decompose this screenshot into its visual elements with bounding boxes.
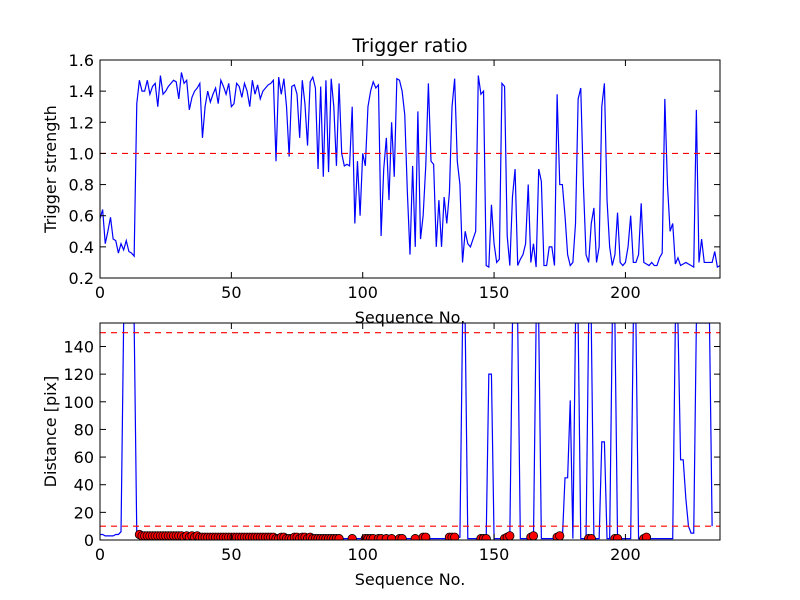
- x-axis-label: Sequence No.: [355, 570, 466, 589]
- y-tick-label: 0.4: [69, 238, 94, 257]
- axes-frame: [99, 59, 721, 279]
- x-tick-label: 0: [95, 283, 105, 302]
- data-marker: [347, 534, 357, 540]
- x-tick-label: 200: [610, 545, 641, 564]
- y-axis-label: Trigger strength: [41, 105, 60, 234]
- x-axis-label: Sequence No.: [355, 308, 466, 327]
- x-tick-label: 50: [221, 545, 241, 564]
- y-tick-label: 0: [84, 531, 94, 550]
- y-tick-label: 1.0: [69, 144, 94, 163]
- data-marker: [387, 534, 397, 540]
- data-marker: [641, 532, 652, 540]
- data-marker: [397, 534, 407, 540]
- data-marker: [528, 531, 539, 540]
- x-tick-label: 0: [95, 545, 105, 564]
- data-marker: [334, 534, 344, 540]
- data-marker: [586, 534, 596, 540]
- series-line: [100, 72, 720, 269]
- y-tick-label: 1.6: [69, 51, 94, 70]
- data-marker: [421, 532, 431, 540]
- x-tick-label: 50: [221, 283, 241, 302]
- x-tick-label: 100: [347, 283, 378, 302]
- x-tick-label: 150: [479, 545, 510, 564]
- plot-area: [100, 72, 720, 269]
- data-marker: [481, 534, 491, 540]
- y-tick-label: 100: [63, 393, 94, 412]
- chart-title: Trigger ratio: [351, 35, 467, 57]
- y-tick-label: 1.4: [69, 82, 94, 101]
- y-tick-label: 60: [74, 448, 94, 467]
- plot-area: [100, 323, 720, 540]
- y-tick-label: 0.6: [69, 207, 94, 226]
- y-tick-label: 80: [74, 420, 94, 439]
- data-marker: [450, 532, 460, 540]
- y-tick-label: 120: [63, 365, 94, 384]
- data-marker: [505, 531, 515, 540]
- x-tick-label: 200: [610, 283, 641, 302]
- y-tick-label: 20: [74, 503, 94, 522]
- y-tick-label: 1.2: [69, 113, 94, 132]
- y-tick-label: 40: [74, 476, 94, 495]
- x-tick-label: 100: [347, 545, 378, 564]
- axes-frame: [99, 322, 721, 541]
- data-marker: [555, 531, 565, 540]
- x-tick-label: 150: [479, 283, 510, 302]
- data-marker: [612, 534, 623, 540]
- y-tick-label: 0.8: [69, 176, 94, 195]
- y-axis-label: Distance [pix]: [41, 376, 60, 488]
- y-tick-label: 0.2: [69, 269, 94, 288]
- data-marker: [410, 534, 420, 540]
- y-tick-label: 140: [63, 337, 94, 356]
- bottom-chart: 0 50 100 150 200 0 20 40 60 80 100 120 140 Sequence N…: [41, 322, 721, 589]
- top-chart: 0 50 100 150 200 0.2 0.4 0.6 0.8 1.0 1.2 1.4 1.6 Sequ…: [41, 35, 721, 327]
- series-line: [100, 323, 713, 540]
